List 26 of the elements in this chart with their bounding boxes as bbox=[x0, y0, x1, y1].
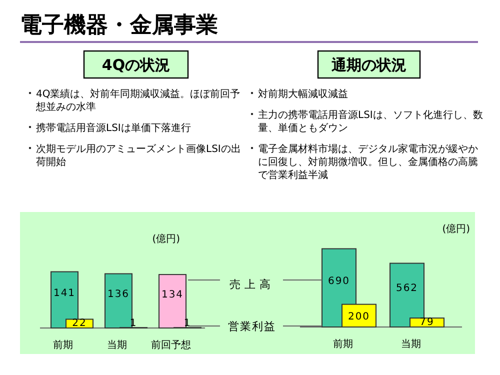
x-tick-label: 当期 bbox=[107, 339, 127, 351]
y-axis-title: (億円) bbox=[152, 233, 180, 245]
data-label: 22 bbox=[72, 318, 87, 329]
x-tick-label: 前期 bbox=[333, 338, 353, 350]
text: 4Q業績は、対前年同期減収減益。ほぼ前回予想並みの水準 bbox=[35, 88, 240, 113]
data-label: 136 bbox=[107, 288, 130, 300]
data-label: 200 bbox=[348, 312, 370, 323]
data-label: 562 bbox=[396, 283, 418, 294]
data-label: 141 bbox=[53, 288, 76, 299]
text: 主力の携帯電話用音源LSIは、ソフト化進行し、数量、単価ともダウン bbox=[258, 109, 483, 134]
text: 対前期大幅減収減益 bbox=[258, 88, 348, 100]
text: 携帯電話用音源LSIは単価下落進行 bbox=[36, 122, 191, 134]
x-tick-label: 前期 bbox=[53, 339, 73, 351]
text: 次期モデル用のアミューズメント画像LSIの出荷開始 bbox=[36, 143, 241, 168]
data-label: 690 bbox=[328, 276, 350, 287]
y-axis-title: (億円) bbox=[442, 223, 470, 235]
text: 売上高 bbox=[230, 278, 274, 291]
text: 電子機器・金属事業 bbox=[20, 13, 218, 38]
data-label: 79 bbox=[420, 317, 434, 328]
text: 4Qの状況 bbox=[102, 56, 170, 74]
text: 通期の状況 bbox=[330, 56, 406, 74]
x-tick-label: 当期 bbox=[401, 338, 421, 350]
text: 営業利益 bbox=[228, 320, 276, 333]
x-tick-label: 前回予想 bbox=[151, 339, 191, 351]
text: 電子金属材料市場は、デジタル家電市況が緩やかに回復し、対前期微増収。但し、金属価格の高騰で営業利益半減 bbox=[258, 143, 478, 181]
data-label: 134 bbox=[161, 289, 184, 300]
